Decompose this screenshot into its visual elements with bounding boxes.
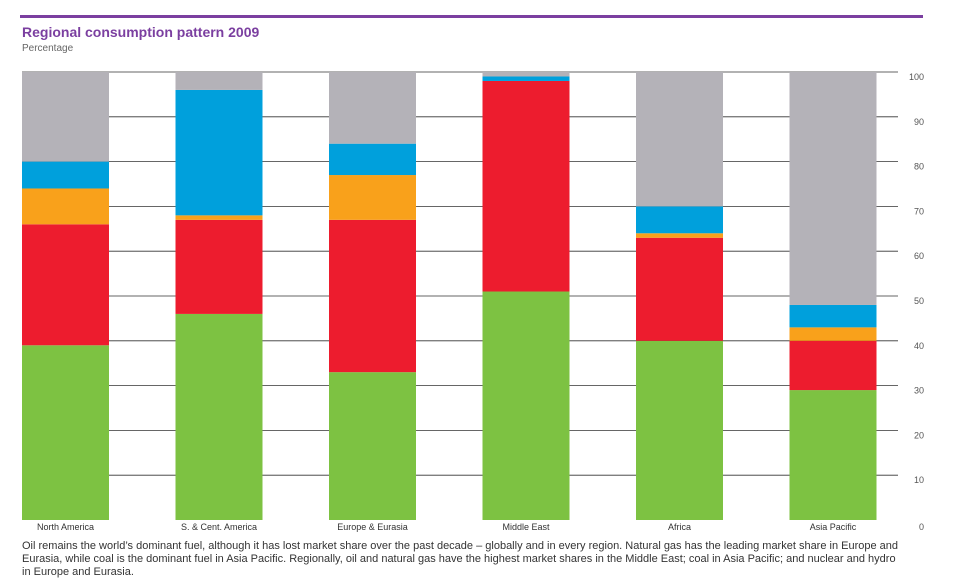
y-tick-label: 90 (914, 117, 924, 127)
y-tick-label: 20 (914, 430, 924, 440)
bar-segment-2-3 (329, 143, 416, 176)
y-tick-label: 80 (914, 162, 924, 172)
grid-lines (22, 71, 898, 476)
bar-segment-0-1 (22, 224, 109, 346)
bar-segment-5-1 (789, 340, 877, 391)
y-tick-label: 50 (914, 296, 924, 306)
x-category-label: Africa (668, 522, 691, 532)
y-tick-label: 70 (914, 206, 924, 216)
bar-segment-0-0 (22, 345, 109, 520)
bar-segment-1-2 (175, 215, 263, 220)
chart-caption: Oil remains the world’s dominant fuel, a… (22, 540, 899, 578)
bar-segment-4-2 (636, 233, 723, 238)
y-tick-label: 10 (914, 475, 924, 485)
y-axis-ticks: 0 10 20 30 40 50 60 70 80 90 100 (909, 72, 924, 532)
bar-segment-5-3 (789, 304, 877, 328)
bar-segment-1-1 (175, 219, 263, 314)
y-tick-label: 0 (919, 522, 924, 532)
bar-segment-4-3 (636, 206, 723, 234)
x-category-label: Asia Pacific (810, 522, 857, 532)
bar-segment-4-0 (636, 340, 723, 520)
x-category-label: S. & Cent. America (181, 522, 257, 532)
bar-segment-0-4 (22, 72, 109, 162)
x-category-label: Europe & Eurasia (337, 522, 408, 532)
bar-segment-0-3 (22, 161, 109, 189)
y-tick-label: 30 (914, 386, 924, 396)
x-axis-labels: North America S. & Cent. America Europe & … (37, 522, 857, 532)
bar-segment-2-1 (329, 219, 416, 373)
bar-segment-1-3 (175, 89, 263, 216)
bar-segment-1-0 (175, 313, 263, 520)
bar-segment-2-2 (329, 175, 416, 220)
x-category-label: Middle East (502, 522, 550, 532)
bars (22, 72, 877, 520)
bar-segment-5-0 (789, 390, 877, 520)
stacked-bar-chart: 0 10 20 30 40 50 60 70 80 90 100 North America S. &… (22, 71, 924, 532)
x-category-label: North America (37, 522, 94, 532)
bar-segment-5-2 (789, 327, 877, 341)
y-tick-label: 60 (914, 251, 924, 261)
y-tick-label: 100 (909, 72, 924, 82)
bar-segment-3-3 (482, 76, 570, 81)
chart-subtitle: Percentage (22, 43, 74, 54)
bar-segment-1-4 (175, 72, 263, 90)
bar-segment-4-4 (636, 72, 723, 207)
bar-segment-3-1 (482, 80, 570, 292)
chart-title: Regional consumption pattern 2009 (22, 24, 260, 40)
bar-segment-4-1 (636, 237, 723, 341)
bar-segment-2-4 (329, 72, 416, 144)
bar-segment-3-4 (482, 72, 570, 77)
y-tick-label: 40 (914, 341, 924, 351)
title-rule (20, 15, 923, 18)
bar-segment-5-4 (789, 72, 877, 305)
bar-segment-2-0 (329, 372, 416, 520)
bar-segment-3-0 (482, 291, 570, 520)
bar-segment-0-2 (22, 188, 109, 225)
